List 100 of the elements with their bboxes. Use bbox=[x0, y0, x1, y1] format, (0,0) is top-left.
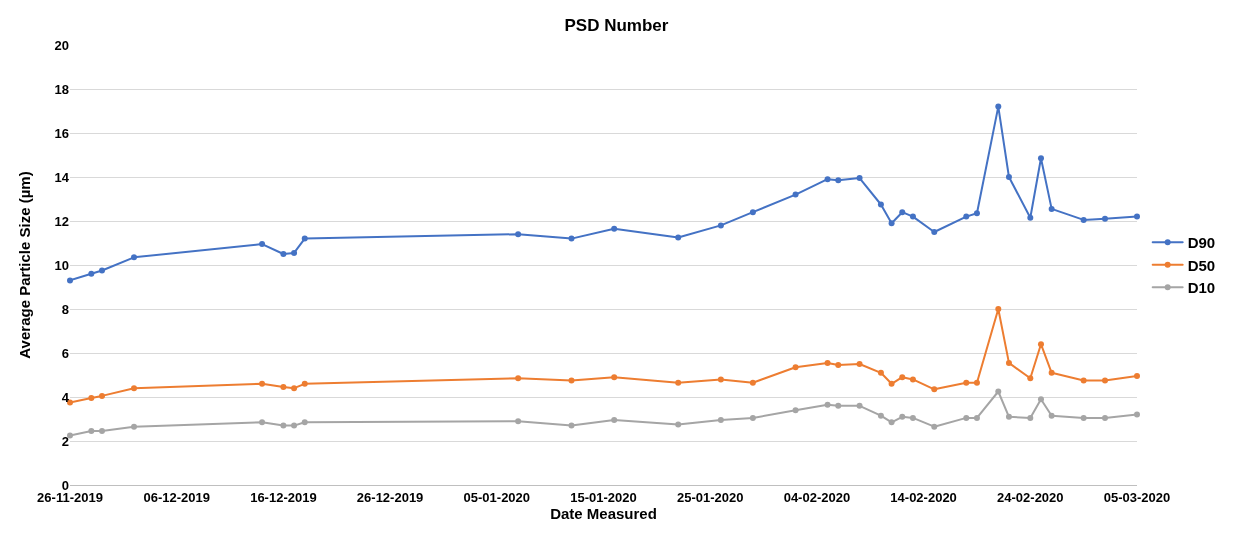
point bbox=[888, 380, 895, 387]
point bbox=[749, 414, 756, 421]
x-tick-label: 15-01-2020 bbox=[570, 489, 637, 505]
point bbox=[291, 249, 298, 256]
point bbox=[1134, 411, 1140, 418]
point bbox=[856, 361, 863, 367]
x-axis-title: Date Measured bbox=[550, 504, 657, 522]
point bbox=[1080, 414, 1087, 421]
point bbox=[835, 177, 842, 184]
point bbox=[877, 412, 884, 419]
point bbox=[280, 251, 287, 257]
point bbox=[717, 417, 724, 424]
y-tick-label: 16 bbox=[54, 125, 69, 141]
point bbox=[515, 231, 522, 238]
point bbox=[568, 235, 575, 242]
point bbox=[259, 380, 266, 387]
point bbox=[291, 422, 298, 429]
x-tick-label: 06-12-2019 bbox=[143, 489, 210, 505]
point bbox=[259, 241, 266, 248]
point bbox=[1037, 341, 1044, 348]
point bbox=[259, 419, 266, 426]
point bbox=[301, 380, 308, 387]
point bbox=[1048, 205, 1055, 212]
point bbox=[611, 374, 618, 381]
y-tick-label: 18 bbox=[54, 81, 69, 97]
y-tick-label: 10 bbox=[54, 257, 69, 273]
point bbox=[899, 209, 906, 216]
point bbox=[835, 362, 842, 369]
point bbox=[995, 103, 1002, 110]
point bbox=[877, 369, 884, 376]
point bbox=[1005, 359, 1012, 366]
point bbox=[824, 401, 831, 408]
point bbox=[856, 402, 863, 409]
point bbox=[675, 421, 682, 428]
point bbox=[515, 418, 522, 425]
point bbox=[611, 417, 618, 424]
y-tick-label: 12 bbox=[54, 213, 69, 229]
point bbox=[1134, 213, 1140, 220]
point bbox=[1027, 414, 1034, 421]
y-tick-label: 8 bbox=[61, 301, 69, 317]
point bbox=[280, 384, 287, 391]
y-tick-label: 6 bbox=[61, 345, 69, 361]
point bbox=[1037, 155, 1044, 162]
point bbox=[568, 377, 575, 384]
point bbox=[973, 414, 980, 421]
point bbox=[909, 376, 916, 383]
point bbox=[1134, 373, 1140, 380]
x-tick-label: 24-02-2020 bbox=[997, 489, 1064, 505]
point bbox=[931, 423, 938, 430]
point bbox=[909, 414, 916, 421]
point bbox=[792, 407, 799, 414]
point bbox=[1048, 412, 1055, 419]
point bbox=[792, 191, 799, 198]
y-tick-label: 20 bbox=[54, 37, 69, 53]
point bbox=[675, 234, 682, 241]
point bbox=[1101, 414, 1108, 421]
x-tick-label: 14-02-2020 bbox=[890, 489, 957, 505]
point bbox=[824, 176, 831, 183]
legend-label: D90 bbox=[1187, 234, 1216, 252]
point bbox=[131, 254, 138, 261]
point bbox=[99, 267, 106, 274]
point bbox=[888, 220, 895, 227]
point bbox=[88, 395, 95, 402]
point bbox=[301, 419, 308, 426]
point bbox=[280, 422, 287, 429]
point bbox=[899, 374, 906, 381]
point bbox=[856, 175, 863, 182]
point bbox=[88, 428, 95, 435]
point bbox=[1101, 215, 1108, 222]
point bbox=[611, 225, 618, 232]
point bbox=[931, 229, 938, 235]
y-tick-label: 2 bbox=[61, 433, 69, 449]
point bbox=[99, 428, 106, 435]
point bbox=[675, 379, 682, 386]
point bbox=[131, 423, 138, 430]
point bbox=[1027, 214, 1034, 221]
point bbox=[792, 364, 799, 371]
chart-title: PSD Number bbox=[564, 15, 669, 35]
point bbox=[973, 379, 980, 386]
point bbox=[1080, 216, 1087, 223]
y-tick-label: 4 bbox=[61, 389, 70, 405]
point bbox=[67, 277, 73, 284]
point bbox=[301, 235, 308, 242]
point bbox=[995, 388, 1002, 395]
point bbox=[88, 270, 95, 277]
point bbox=[515, 375, 522, 382]
x-tick-label: 16-12-2019 bbox=[250, 489, 317, 505]
x-tick-label: 05-01-2020 bbox=[463, 489, 531, 505]
point bbox=[1005, 174, 1012, 180]
point bbox=[131, 385, 138, 392]
point bbox=[835, 402, 842, 409]
point bbox=[877, 201, 884, 208]
point bbox=[824, 359, 831, 366]
point bbox=[291, 385, 298, 392]
point bbox=[995, 306, 1002, 312]
point bbox=[909, 213, 916, 220]
point bbox=[899, 413, 906, 420]
point bbox=[717, 376, 724, 383]
point bbox=[67, 432, 73, 439]
point bbox=[973, 210, 980, 217]
